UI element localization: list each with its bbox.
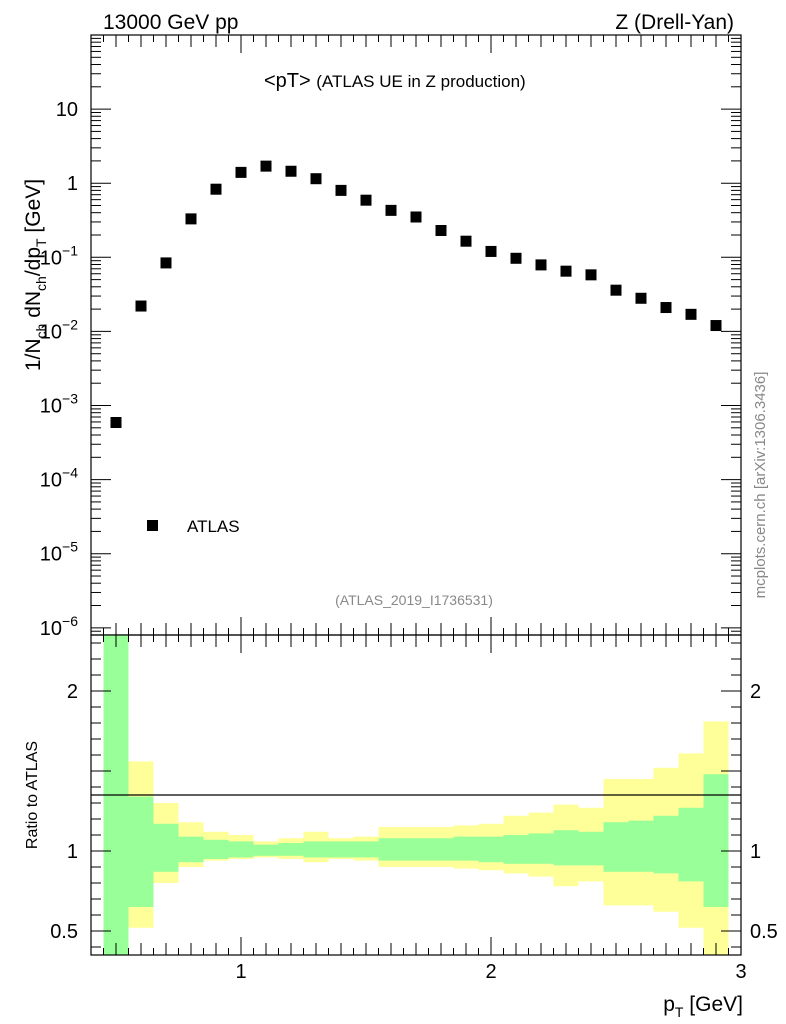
data-point [235, 166, 247, 178]
x-axis-label: pT [GeV] [663, 993, 743, 1020]
uncertainty-band-bin [353, 841, 379, 858]
ratio-y-tick-label: 2 [67, 681, 78, 703]
uncertainty-band-bin [328, 841, 354, 858]
data-point [485, 245, 497, 257]
data-point [135, 300, 147, 312]
mcplots-source-label: mcplots.cern.ch [arXiv:1306.3436] [752, 372, 769, 599]
ratio-uncertainty-bands [103, 635, 729, 955]
data-point [560, 265, 572, 277]
main-y-tick-label: 10−5 [40, 539, 78, 566]
uncertainty-band-bin [578, 831, 604, 866]
ratio-y-tick-label-right: 1 [750, 841, 761, 863]
uncertainty-band-bin [178, 836, 204, 863]
data-point [660, 302, 672, 314]
data-point [435, 225, 447, 237]
main-frame [90, 34, 742, 636]
main-y-tick-label: 1 [67, 173, 78, 195]
data-point [210, 183, 222, 195]
uncertainty-band-bin [403, 838, 429, 861]
main-y-tick-label: 10−4 [40, 465, 78, 492]
data-point [310, 173, 322, 185]
analysis-id-label: (ATLAS_2019_I1736531) [335, 592, 493, 608]
data-point [285, 165, 297, 177]
uncertainty-band-bin [703, 774, 729, 907]
plot-title-sub: (ATLAS UE in Z production) [316, 72, 525, 91]
data-point [385, 204, 397, 216]
main-y-tick-label: 10−3 [40, 391, 78, 418]
uncertainty-band-bin [203, 839, 229, 859]
uncertainty-band-bin [153, 823, 179, 872]
data-point [410, 211, 422, 223]
main-y-tick-label: 10−1 [40, 242, 78, 269]
uncertainty-band-bin [303, 841, 329, 858]
data-point [535, 259, 547, 271]
ratio-y-tick-label-right: 0.5 [750, 921, 778, 943]
legend-marker [147, 520, 158, 531]
legend-label: ATLAS [187, 517, 240, 536]
main-y-tick-label: 10 [56, 99, 78, 121]
data-point [160, 257, 172, 269]
uncertainty-band-bin [653, 815, 679, 874]
data-point [260, 160, 272, 172]
uncertainty-band-bin [228, 841, 254, 858]
uncertainty-band-bin [253, 844, 279, 856]
uncertainty-band-bin [128, 796, 154, 907]
uncertainty-band-bin [453, 836, 479, 861]
x-tick-label: 2 [485, 961, 496, 983]
uncertainty-band-bin [628, 820, 654, 872]
uncertainty-band-bin [553, 830, 579, 866]
data-point [185, 213, 197, 225]
main-y-tick-labels: 10 1 10−1 10−2 10−3 10−4 10−5 10−6 [40, 99, 78, 640]
ratio-frame [90, 634, 742, 956]
ratio-y-tick-label: 0.5 [50, 921, 78, 943]
ratio-y-tick-label-right: 2 [750, 681, 761, 703]
plot-title: <pT> (ATLAS UE in Z production) [264, 70, 526, 92]
header-right-label: Z (Drell-Yan) [615, 11, 734, 34]
data-point [635, 292, 647, 304]
plot-title-main: <pT> [264, 70, 311, 92]
uncertainty-band-bin [428, 838, 454, 861]
data-point [460, 235, 472, 247]
data-point [710, 320, 722, 332]
uncertainty-band-bin [278, 843, 304, 856]
uncertainty-band-bin [503, 835, 529, 864]
data-point [610, 284, 622, 296]
data-point [585, 269, 597, 281]
data-point [335, 184, 347, 196]
header-left-label: 13000 GeV pp [103, 11, 238, 34]
main-panel: <pT> (ATLAS UE in Z production) 10110−11… [22, 34, 742, 640]
ratio-y-tick-label: 1 [67, 841, 78, 863]
uncertainty-band-bin [528, 833, 554, 864]
data-point [685, 308, 697, 320]
main-y-tick-label: 10−2 [40, 316, 78, 343]
data-point [510, 252, 522, 264]
data-point [360, 194, 372, 206]
x-tick-label: 1 [235, 961, 246, 983]
ratio-panel: 2 2 1 1 0.5 0.5 1 2 3 Ratio to ATLAS pT [GeV] [24, 634, 778, 1020]
main-axis-ticks [90, 34, 742, 636]
main-data-points [110, 160, 722, 428]
main-y-tick-label: 10−6 [40, 613, 78, 640]
uncertainty-band-bin [378, 838, 404, 861]
main-y-axis-label: 1/Nch dNch/dpT [GeV] [22, 179, 49, 371]
uncertainty-band-bin [678, 807, 704, 882]
data-point [110, 416, 122, 428]
ratio-tick-labels: 2 2 1 1 0.5 0.5 1 2 3 [50, 681, 778, 983]
x-tick-label: 3 [735, 961, 746, 983]
uncertainty-band-bin [478, 836, 504, 863]
ratio-y-axis-label: Ratio to ATLAS [24, 741, 41, 849]
uncertainty-band-bin [603, 822, 629, 872]
